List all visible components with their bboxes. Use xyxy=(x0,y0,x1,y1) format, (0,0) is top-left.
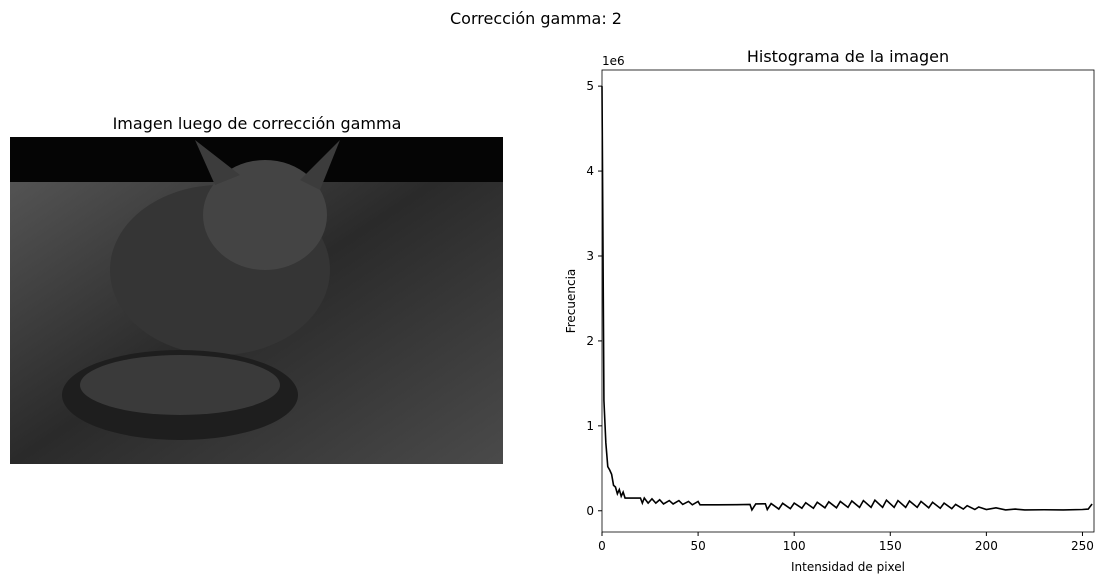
y-tick-label: 0 xyxy=(586,504,594,518)
x-tick-label: 100 xyxy=(783,539,806,553)
chart-title: Histograma de la imagen xyxy=(747,47,949,66)
y-tick-label: 1 xyxy=(586,419,594,433)
x-tick-label: 150 xyxy=(879,539,902,553)
y-tick-label: 2 xyxy=(586,334,594,348)
y-offset-label: 1e6 xyxy=(602,54,625,68)
x-tick-label: 200 xyxy=(975,539,998,553)
y-tick-label: 3 xyxy=(586,249,594,263)
plot-frame xyxy=(601,69,1095,533)
y-tick-label: 5 xyxy=(586,79,594,93)
histogram-line xyxy=(601,86,1093,512)
x-tick-label: 50 xyxy=(690,539,705,553)
image-title: Imagen luego de corrección gamma xyxy=(113,114,402,133)
x-tick-label: 250 xyxy=(1071,539,1094,553)
y-axis-label: Frecuencia xyxy=(564,269,578,334)
photo xyxy=(10,137,503,464)
x-axis-label: Intensidad de pixel xyxy=(791,560,905,574)
y-tick-label: 4 xyxy=(586,164,594,178)
x-tick-label: 0 xyxy=(598,539,606,553)
figure-title: Corrección gamma: 2 xyxy=(450,9,622,28)
